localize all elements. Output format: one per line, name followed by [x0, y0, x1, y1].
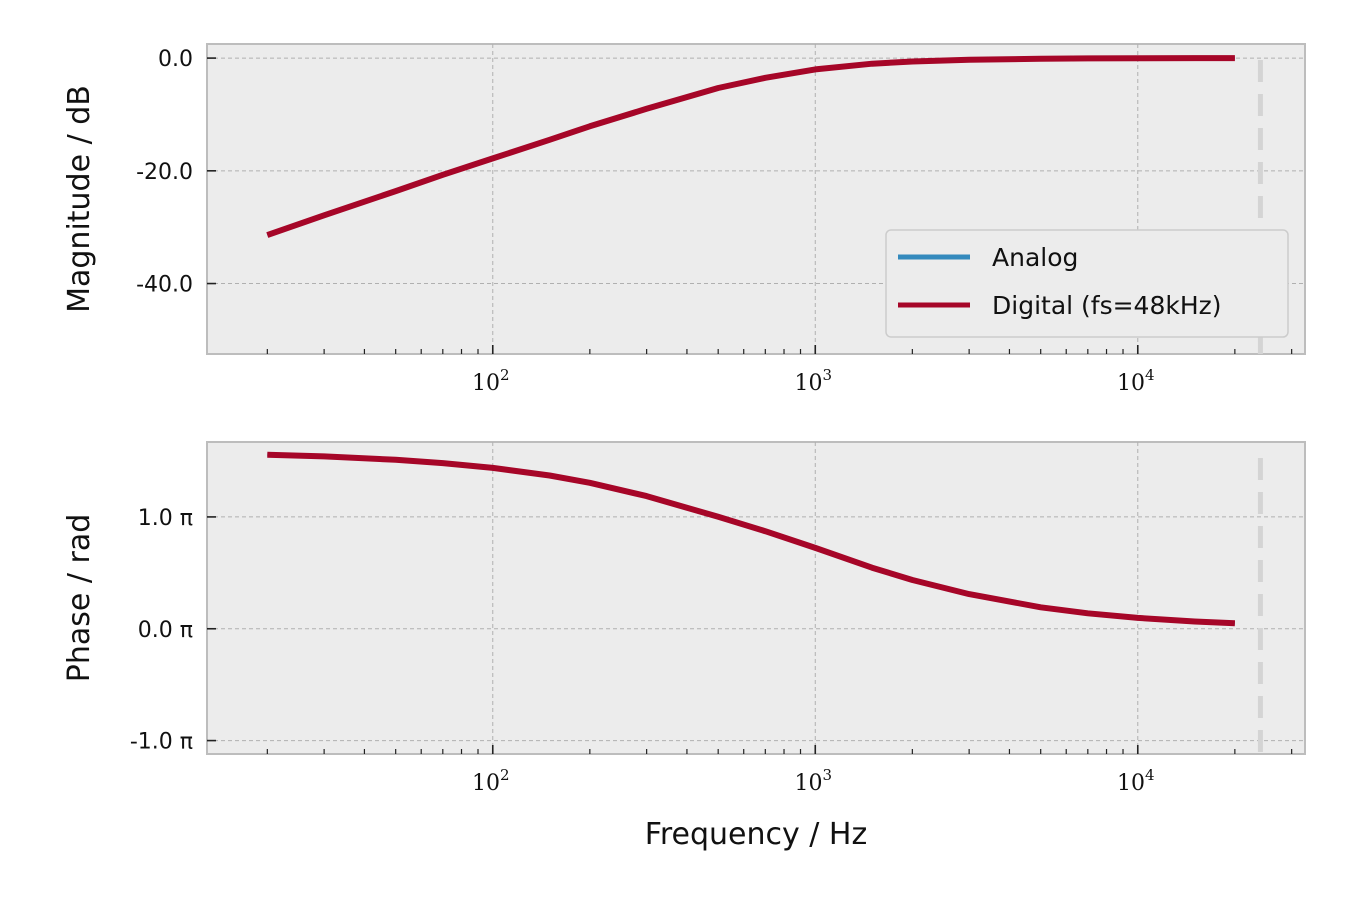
- legend: Analog Digital (fs=48kHz): [885, 229, 1289, 338]
- magnitude-y-tick-label: 0.0: [158, 47, 193, 72]
- legend-label-digital: Digital (fs=48kHz): [992, 291, 1222, 320]
- phase-x-tick-label: 102: [472, 766, 510, 796]
- tick-label-base: 10: [1117, 771, 1145, 796]
- phase-plot-area: [206, 441, 1306, 755]
- magnitude-x-tick-label: 104: [1117, 366, 1155, 396]
- magnitude-y-tick-label: -40.0: [136, 273, 193, 298]
- legend-box: [885, 229, 1289, 338]
- tick-label-exponent: 2: [500, 366, 510, 384]
- tick-label-exponent: 3: [822, 366, 832, 384]
- tick-label-exponent: 4: [1145, 766, 1155, 784]
- tick-label-base: 10: [794, 371, 822, 396]
- tick-label-base: 10: [1117, 371, 1145, 396]
- phase-y-tick-label: 1.0 π: [138, 506, 193, 531]
- magnitude-y-axis-label: Magnitude / dB: [62, 85, 97, 313]
- phase-y-tick-label: 0.0 π: [138, 618, 193, 643]
- magnitude-x-tick-label: 103: [794, 366, 832, 396]
- phase-x-tick-label: 103: [794, 766, 832, 796]
- tick-label-exponent: 4: [1145, 366, 1155, 384]
- tick-label-base: 10: [794, 771, 822, 796]
- magnitude-series-digital-line: [266, 55, 1235, 238]
- phase-x-axis-label: Frequency / Hz: [645, 817, 867, 852]
- phase-y-axis-label: Phase / rad: [62, 514, 97, 683]
- tick-label-exponent: 2: [500, 766, 510, 784]
- phase-series-digital-line: [267, 451, 1236, 627]
- legend-label-analog: Analog: [992, 243, 1078, 272]
- tick-label-base: 10: [472, 771, 500, 796]
- tick-label-base: 10: [472, 371, 500, 396]
- phase-y-tick-label: -1.0 π: [130, 730, 193, 755]
- phase-x-tick-label: 104: [1117, 766, 1155, 796]
- magnitude-x-tick-label: 102: [472, 366, 510, 396]
- tick-label-exponent: 3: [822, 766, 832, 784]
- magnitude-y-tick-label: -20.0: [136, 160, 193, 185]
